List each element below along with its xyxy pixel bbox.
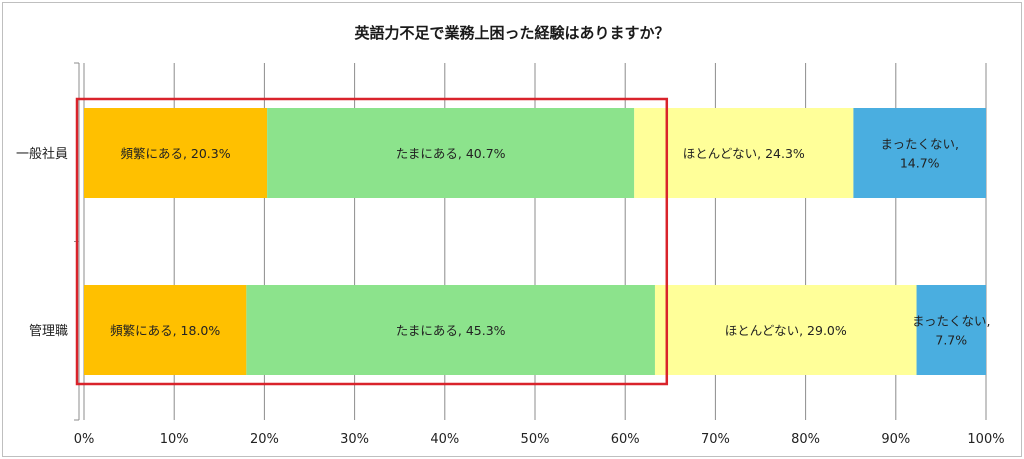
bar-segment (84, 108, 268, 198)
x-tick-label: 30% (340, 432, 369, 447)
category-label: 一般社員 (16, 146, 68, 162)
x-tick-label: 50% (521, 432, 550, 447)
x-tick-label: 0% (74, 432, 95, 447)
highlight-rect (75, 97, 669, 386)
x-tick-label: 60% (611, 432, 640, 447)
bar-segment (267, 108, 635, 198)
bar-segment (84, 285, 247, 375)
x-tick-label: 70% (701, 432, 730, 447)
bar-segment (654, 285, 917, 375)
bar-segment (246, 285, 655, 375)
bars (84, 108, 986, 375)
bar-segment (634, 108, 854, 198)
x-tick-labels: 0% 10% 20% 30% 40% 50% 60% 70% 80% 90% 100% (74, 432, 1005, 447)
data-label: まったくない, 14.7% (880, 137, 958, 171)
x-tick-label: 100% (967, 432, 1004, 447)
highlight-box (75, 97, 669, 386)
category-label: 管理職 (29, 324, 68, 339)
x-tick-label: 80% (791, 432, 820, 447)
data-label: 頻繁にある, 20.3% (120, 146, 230, 161)
data-label: まったくない, 7.7% (912, 314, 990, 348)
data-labels: 頻繁にある, 20.3% たまにある, 40.7% ほとんどない, 24.3% まった… (110, 137, 990, 348)
x-tick-label: 20% (250, 432, 279, 447)
data-label: たまにある, 40.7% (396, 146, 506, 161)
bar-segment (853, 108, 986, 198)
bar-segment (916, 285, 986, 375)
x-tick-label: 40% (430, 432, 459, 447)
data-label: ほとんどない, 24.3% (683, 146, 805, 161)
data-label: 頻繁にある, 18.0% (110, 323, 220, 338)
x-tick-label: 10% (160, 432, 189, 447)
x-tick-label: 90% (881, 432, 910, 447)
data-label: ほとんどない, 29.0% (725, 323, 847, 338)
chart-title: 英語力不足で業務上困った経験はありますか？ (354, 24, 669, 42)
data-label: たまにある, 45.3% (396, 323, 506, 338)
